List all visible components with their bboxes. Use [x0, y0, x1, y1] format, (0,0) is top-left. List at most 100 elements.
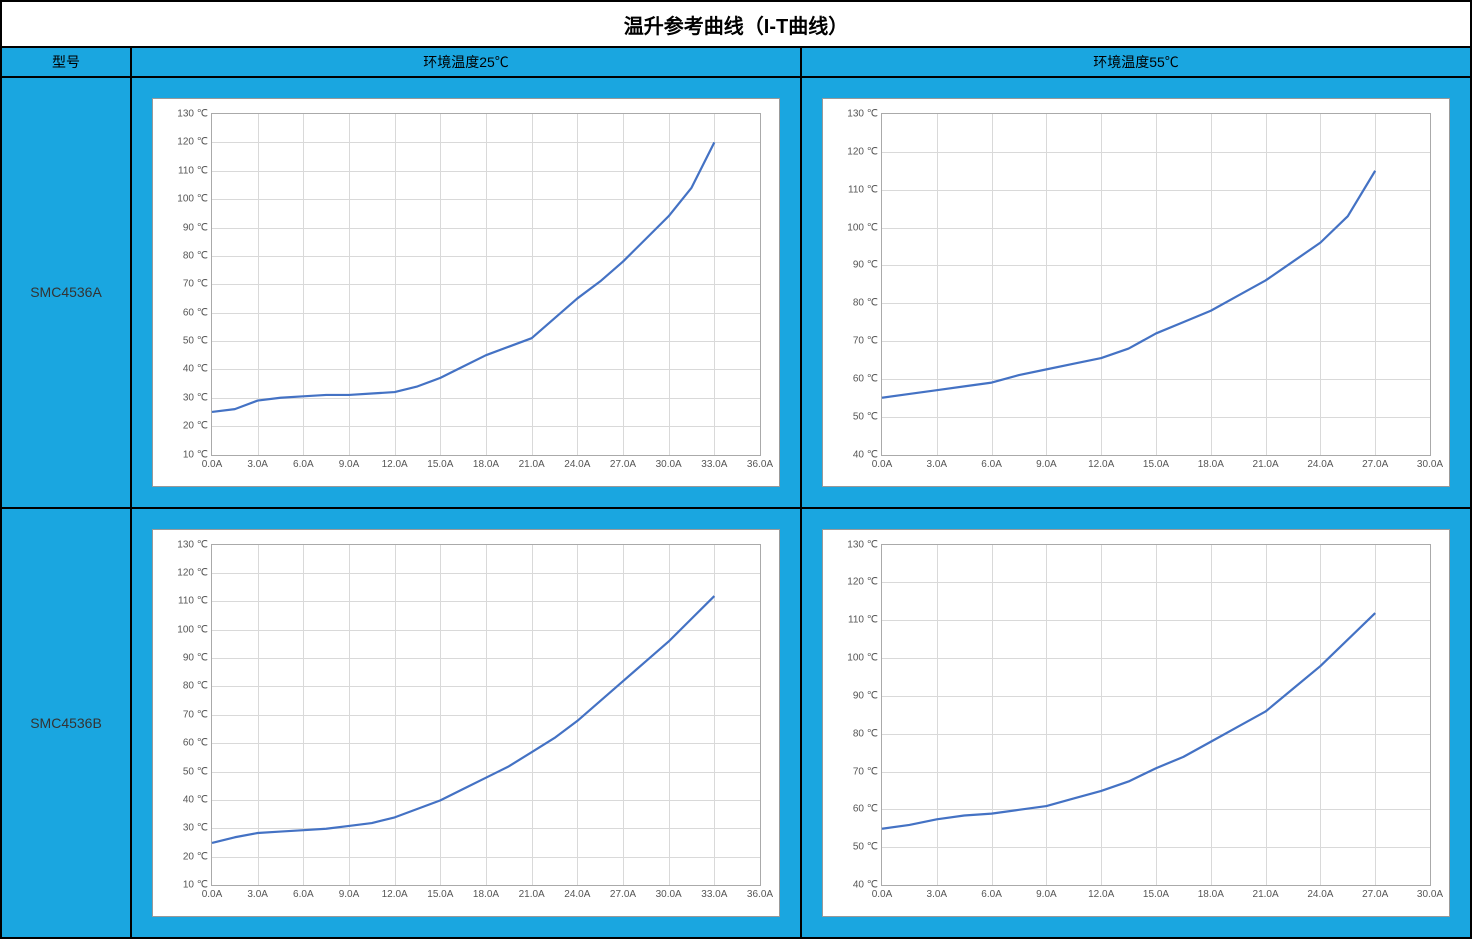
y-tick-label: 20 ℃ [183, 851, 212, 862]
y-tick-label: 70 ℃ [183, 709, 212, 720]
y-tick-label: 40 ℃ [183, 794, 212, 805]
y-tick-label: 60 ℃ [853, 804, 882, 815]
y-tick-label: 90 ℃ [853, 260, 882, 271]
y-tick-label: 50 ℃ [183, 766, 212, 777]
x-tick-label: 18.0A [1198, 885, 1224, 900]
data-line [882, 171, 1375, 398]
x-tick-label: 36.0A [747, 455, 773, 470]
x-tick-label: 9.0A [1036, 455, 1057, 470]
data-line [212, 596, 714, 843]
x-tick-label: 0.0A [872, 455, 893, 470]
x-tick-label: 6.0A [293, 885, 314, 900]
y-tick-label: 120 ℃ [847, 577, 882, 588]
y-tick-label: 100 ℃ [177, 194, 212, 205]
x-tick-label: 15.0A [427, 885, 453, 900]
line-svg [882, 545, 1430, 886]
x-tick-label: 36.0A [747, 885, 773, 900]
y-tick-label: 110 ℃ [178, 165, 212, 176]
x-tick-label: 6.0A [981, 455, 1002, 470]
y-tick-label: 90 ℃ [853, 690, 882, 701]
chart-box: 10 ℃20 ℃30 ℃40 ℃50 ℃60 ℃70 ℃80 ℃90 ℃100 … [152, 529, 780, 918]
line-svg [212, 545, 760, 886]
y-tick-label: 70 ℃ [183, 279, 212, 290]
y-tick-label: 90 ℃ [183, 222, 212, 233]
x-tick-label: 15.0A [427, 455, 453, 470]
x-tick-label: 27.0A [1362, 455, 1388, 470]
y-tick-label: 130 ℃ [177, 109, 212, 120]
y-tick-label: 130 ℃ [847, 539, 882, 550]
x-tick-label: 18.0A [473, 885, 499, 900]
y-tick-label: 60 ℃ [183, 738, 212, 749]
x-tick-label: 0.0A [202, 885, 223, 900]
chart-cell-55c: 40 ℃50 ℃60 ℃70 ℃80 ℃90 ℃100 ℃110 ℃120 ℃1… [802, 509, 1470, 938]
y-tick-label: 30 ℃ [183, 392, 212, 403]
y-tick-label: 80 ℃ [853, 298, 882, 309]
y-tick-label: 30 ℃ [183, 823, 212, 834]
x-tick-label: 18.0A [1198, 455, 1224, 470]
y-tick-label: 100 ℃ [847, 653, 882, 664]
model-cell: SMC4536B [2, 509, 132, 938]
y-tick-label: 60 ℃ [183, 307, 212, 318]
x-tick-label: 12.0A [382, 885, 408, 900]
x-tick-label: 3.0A [927, 885, 948, 900]
x-tick-label: 27.0A [610, 885, 636, 900]
y-tick-label: 120 ℃ [177, 567, 212, 578]
x-tick-label: 27.0A [610, 455, 636, 470]
x-tick-label: 12.0A [1088, 455, 1114, 470]
y-tick-label: 80 ℃ [183, 681, 212, 692]
x-tick-label: 30.0A [656, 455, 682, 470]
plot-area: 40 ℃50 ℃60 ℃70 ℃80 ℃90 ℃100 ℃110 ℃120 ℃1… [881, 544, 1431, 887]
table-header-row: 型号 环境温度25℃ 环境温度55℃ [2, 48, 1470, 78]
x-tick-label: 15.0A [1143, 455, 1169, 470]
chart-cell-55c: 40 ℃50 ℃60 ℃70 ℃80 ℃90 ℃100 ℃110 ℃120 ℃1… [802, 78, 1470, 507]
chart-cell-25c: 10 ℃20 ℃30 ℃40 ℃50 ℃60 ℃70 ℃80 ℃90 ℃100 … [132, 509, 802, 938]
table-title: 温升参考曲线（I-T曲线） [2, 2, 1470, 48]
model-cell: SMC4536A [2, 78, 132, 507]
y-tick-label: 50 ℃ [853, 842, 882, 853]
y-tick-label: 120 ℃ [847, 146, 882, 157]
line-svg [212, 114, 760, 455]
y-tick-label: 40 ℃ [183, 364, 212, 375]
header-55c: 环境温度55℃ [802, 48, 1470, 76]
x-tick-label: 24.0A [1307, 455, 1333, 470]
x-tick-label: 24.0A [564, 455, 590, 470]
table-body: SMC4536A 10 ℃20 ℃30 ℃40 ℃50 ℃60 ℃70 ℃80 ℃… [2, 78, 1470, 937]
x-tick-label: 0.0A [872, 885, 893, 900]
y-tick-label: 50 ℃ [183, 336, 212, 347]
x-tick-label: 18.0A [473, 455, 499, 470]
x-tick-label: 24.0A [1307, 885, 1333, 900]
chart-box: 40 ℃50 ℃60 ℃70 ℃80 ℃90 ℃100 ℃110 ℃120 ℃1… [822, 98, 1450, 487]
x-tick-label: 30.0A [1417, 885, 1443, 900]
it-curve-table: 温升参考曲线（I-T曲线） 型号 环境温度25℃ 环境温度55℃ SMC4536… [0, 0, 1472, 939]
data-line [882, 613, 1375, 829]
x-tick-label: 0.0A [202, 455, 223, 470]
x-tick-label: 12.0A [382, 455, 408, 470]
header-25c: 环境温度25℃ [132, 48, 802, 76]
x-tick-label: 15.0A [1143, 885, 1169, 900]
x-tick-label: 24.0A [564, 885, 590, 900]
line-svg [882, 114, 1430, 455]
y-tick-label: 130 ℃ [847, 109, 882, 120]
x-tick-label: 33.0A [701, 455, 727, 470]
y-tick-label: 80 ℃ [853, 728, 882, 739]
x-tick-label: 3.0A [927, 455, 948, 470]
x-tick-label: 6.0A [981, 885, 1002, 900]
x-tick-label: 3.0A [247, 455, 268, 470]
y-tick-label: 110 ℃ [848, 184, 882, 195]
y-tick-label: 120 ℃ [177, 137, 212, 148]
x-tick-label: 33.0A [701, 885, 727, 900]
x-tick-label: 30.0A [656, 885, 682, 900]
x-tick-label: 9.0A [339, 455, 360, 470]
plot-area: 40 ℃50 ℃60 ℃70 ℃80 ℃90 ℃100 ℃110 ℃120 ℃1… [881, 113, 1431, 456]
y-tick-label: 50 ℃ [853, 411, 882, 422]
y-tick-label: 110 ℃ [848, 615, 882, 626]
y-tick-label: 80 ℃ [183, 250, 212, 261]
plot-area: 10 ℃20 ℃30 ℃40 ℃50 ℃60 ℃70 ℃80 ℃90 ℃100 … [211, 544, 761, 887]
y-tick-label: 90 ℃ [183, 653, 212, 664]
y-tick-label: 110 ℃ [178, 596, 212, 607]
x-tick-label: 9.0A [1036, 885, 1057, 900]
table-row: SMC4536B 10 ℃20 ℃30 ℃40 ℃50 ℃60 ℃70 ℃80 ℃… [2, 509, 1470, 938]
x-tick-label: 21.0A [1253, 885, 1279, 900]
y-tick-label: 70 ℃ [853, 766, 882, 777]
y-tick-label: 100 ℃ [847, 222, 882, 233]
